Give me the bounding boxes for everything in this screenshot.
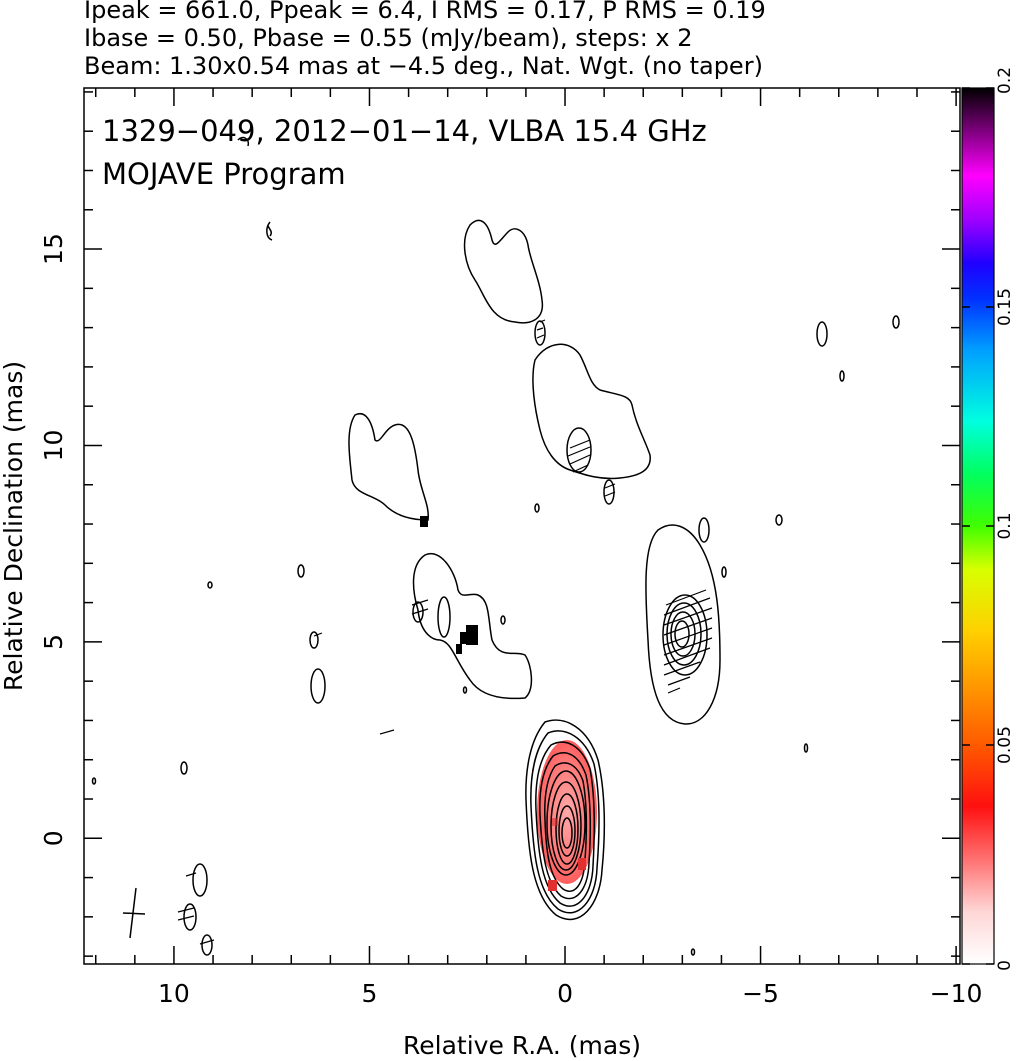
x-tick-label: 0 bbox=[557, 979, 573, 1008]
component-top-contours bbox=[463, 219, 546, 346]
contours bbox=[91, 136, 900, 956]
colorbar-tick-label: 0.2 bbox=[995, 67, 1015, 94]
component-right-contours bbox=[645, 517, 727, 725]
plot-title: 1329−049, 2012−01−14, VLBA 15.4 GHz bbox=[102, 114, 707, 148]
y-tick-label: 15 bbox=[39, 233, 68, 265]
axis-tick-labels: 10 5 0 −5 −10 0 5 10 15 bbox=[39, 233, 982, 1008]
core-red-pixels bbox=[548, 818, 586, 891]
beam-cross bbox=[122, 887, 146, 939]
colorbar-ticks: 0 0.05 0.1 0.15 0.2 bbox=[962, 67, 1015, 971]
x-tick-label: 5 bbox=[362, 979, 378, 1008]
x-tick-label: −10 bbox=[930, 979, 983, 1008]
component-mid-contours bbox=[412, 552, 533, 700]
x-axis-label: Relative R.A. (mas) bbox=[403, 1031, 641, 1060]
plot-frame bbox=[83, 87, 961, 965]
high-polarization-pixels bbox=[420, 516, 478, 654]
core-contours bbox=[525, 719, 606, 921]
colorbar-tick-label: 0.1 bbox=[995, 512, 1015, 539]
x-tick-label: 10 bbox=[158, 979, 190, 1008]
core-polarization-fill bbox=[537, 740, 597, 884]
y-tick-label: 5 bbox=[39, 634, 68, 650]
component-upper-left-contours bbox=[348, 413, 429, 521]
y-tick-label: 0 bbox=[39, 830, 68, 846]
isolated-contours bbox=[91, 136, 900, 956]
x-tick-label: −5 bbox=[742, 979, 779, 1008]
y-tick-label: 10 bbox=[39, 430, 68, 462]
header-line-3: Beam: 1.30x0.54 mas at −4.5 deg., Nat. W… bbox=[84, 52, 763, 80]
colorbar-tick-label: 0.15 bbox=[995, 288, 1015, 326]
polarization-vectors bbox=[177, 319, 713, 945]
header-line-2: Ibase = 0.50, Pbase = 0.55 (mJy/beam), s… bbox=[84, 24, 693, 52]
header-line-1: Ipeak = 661.0, Ppeak = 6.4, I RMS = 0.17… bbox=[84, 0, 766, 24]
component-upper-contours bbox=[532, 343, 651, 513]
colorbar-tick-label: 0.05 bbox=[995, 726, 1015, 764]
axis-ticks bbox=[84, 88, 960, 964]
colorbar-tick-label: 0 bbox=[995, 960, 1015, 971]
plot-subtitle: MOJAVE Program bbox=[102, 157, 346, 191]
y-axis-label: Relative Declination (mas) bbox=[0, 361, 28, 691]
